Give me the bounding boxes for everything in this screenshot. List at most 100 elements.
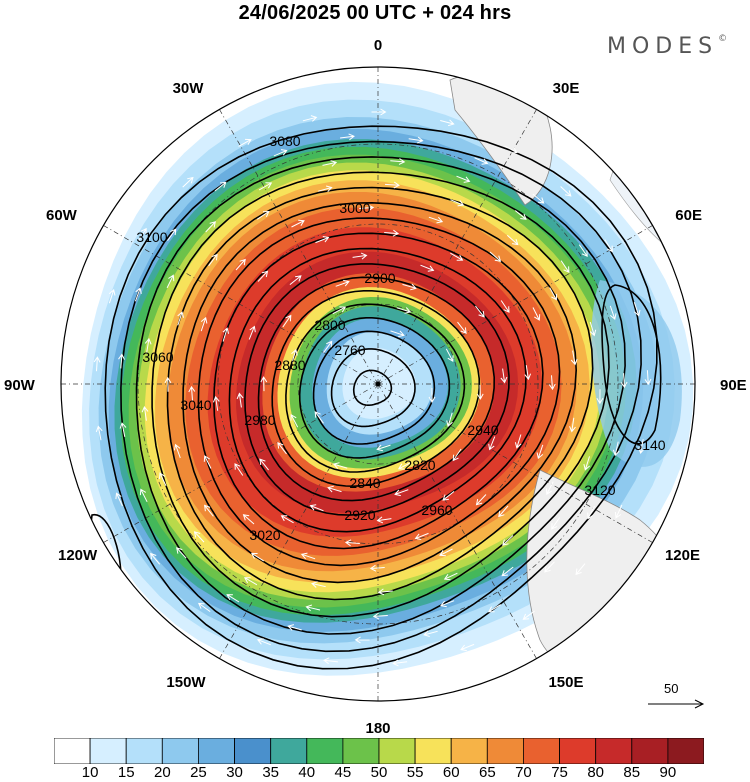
wind-arrow [450,199,465,207]
contour-8 [228,247,527,533]
wind-arrow [238,138,252,147]
wind-arrow [488,436,496,451]
wind-arrow [500,368,508,384]
colorbar-tick-10: 10 [81,764,99,781]
wind-arrow [327,485,342,493]
wind-arrow [570,350,578,366]
contour-label-3020: 3020 [249,527,280,543]
wind-arrow [177,311,184,326]
wind-arrow [150,552,161,565]
wind-arrow [514,210,527,220]
wind-arrow [354,636,370,644]
contour-label-3080: 3080 [269,133,300,149]
wind-arrow [644,370,652,386]
wind-arrow [501,566,514,577]
wind-arrow [235,258,246,271]
wind-arrow [638,439,645,454]
wind-arrow [166,274,175,289]
wind-arrow [182,176,194,188]
contour-label-2940: 2940 [467,422,498,438]
wind-arrow [384,181,400,189]
wind-arrow [95,425,103,441]
wind-arrow [446,412,453,428]
wind-arrow [359,204,375,212]
contour-label-2900: 2900 [364,270,395,286]
lon-90e: 90E [720,377,747,394]
wind-arrow [250,552,264,562]
wind-arrow [259,458,269,471]
wind-arrow [287,624,302,631]
wind-arrow [198,602,211,613]
wind-arrow [289,275,302,285]
lon-90w: 90W [4,377,36,394]
wind-arrow [397,461,412,470]
wind-arrow [614,504,623,519]
wind-arrow [460,643,475,652]
wind-arrow [609,305,617,321]
wind-arrow [390,330,405,338]
wind-arrow [243,577,258,586]
wind-arrow [138,227,147,241]
wind-arrow [256,210,270,220]
wind-arrow [214,181,227,192]
wind-arrow [589,321,597,337]
wind-arrow [257,270,269,282]
wind-arrow [322,160,338,167]
wind-arrow [314,411,324,424]
wind-arrow [390,158,406,165]
wind-arrow [315,236,330,244]
contour-label-3100: 3100 [136,229,167,245]
wind-arrow [569,417,576,433]
wind-arrow [575,563,586,576]
wind-arrow [502,535,514,546]
wind-arrow [318,185,333,193]
wind-arrow [514,434,522,449]
colorbar-tick-20: 20 [153,764,171,781]
wind-arrow [280,515,294,524]
wind-arrow [176,547,187,559]
wind-arrow [141,405,149,421]
wind-arrow [377,588,393,596]
wind-arrow [372,612,388,620]
colorbar-swatch-7 [306,738,344,764]
wind-arrow [352,252,368,260]
wind-arrow [500,300,510,313]
wind-arrow [144,337,152,353]
wind-arrow [532,193,545,204]
lat-lon-grid [61,67,695,701]
wind-arrow [544,561,555,573]
wind-arrow [242,514,255,525]
colorbar-swatch-11 [450,738,488,764]
colorbar-tick-70: 70 [515,764,532,781]
wind-arrow [475,305,485,318]
wind-arrow [226,594,240,603]
contour-2 [312,330,436,445]
wind-arrow [443,572,458,581]
wind-arrow [118,353,125,369]
wind-arrow [260,376,268,392]
colorbar-swatch-14 [559,738,597,764]
lon-120w: 120W [58,547,98,564]
wind-arrow [504,145,518,154]
contour-labels: 2760 2800 2820 2840 2880 2900 2920 2940 2960 2980… [136,133,665,543]
wind-arrow [457,321,467,334]
wind-arrow [332,462,348,469]
map-title: 24/06/2025 00 UTC + 024 hrs [238,2,512,24]
colorbar-swatch-3 [161,738,199,764]
wind-arrow [445,348,454,363]
wind-arrow [394,489,409,497]
colorbar-swatch-8 [342,738,380,764]
wind-arrow [442,491,455,501]
colorbar-tick-40: 40 [298,764,316,781]
wind-arrow [476,384,484,400]
contour-label-2920: 2920 [344,507,375,523]
wind-arrow [115,492,123,507]
colorbar-swatch-9 [378,738,416,764]
wind-arrow [290,413,299,428]
wind-arrow [108,288,116,304]
wind-arrow [332,306,347,315]
wind-arrow [273,149,288,157]
wind-arrow [620,373,628,389]
lon-120e: 120E [665,547,700,564]
colorbar-tick-85: 85 [623,764,641,781]
